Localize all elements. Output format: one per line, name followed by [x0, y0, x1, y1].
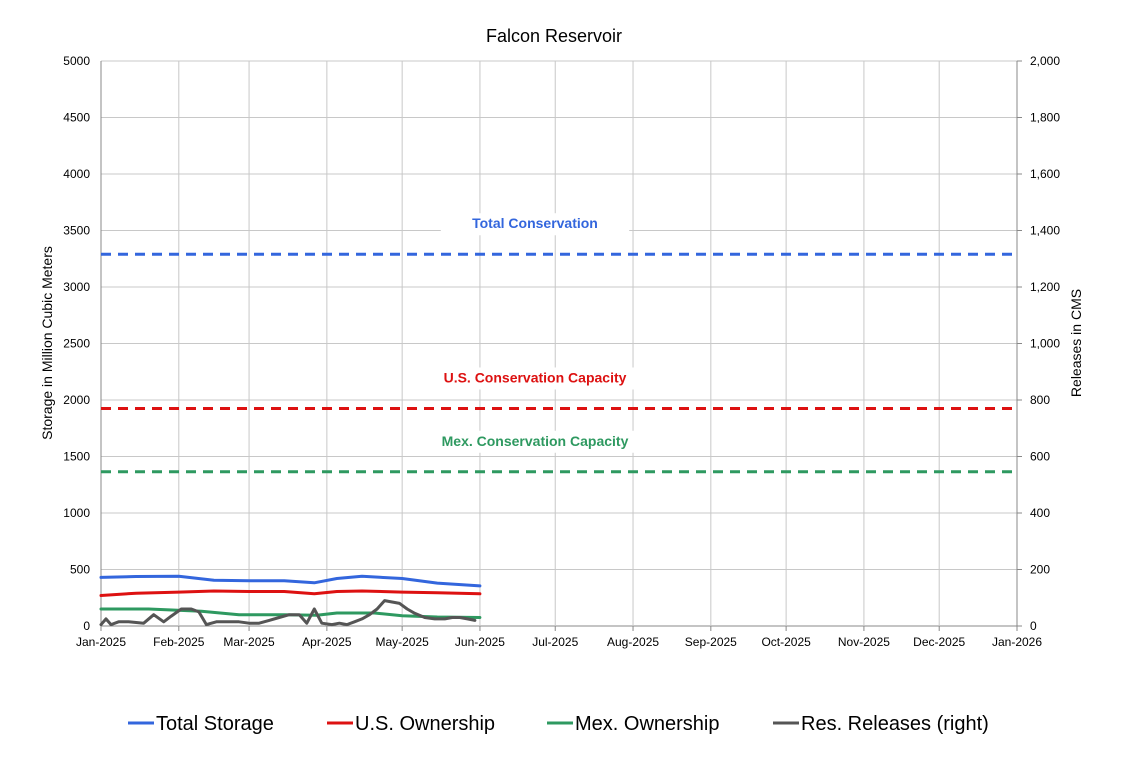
x-tick-label: Dec-2025: [913, 635, 965, 649]
x-tick-label: May-2025: [375, 635, 429, 649]
y-left-tick-label: 1000: [63, 506, 90, 520]
reference-label-bg: [440, 213, 630, 236]
legend-label: Total Storage: [156, 713, 274, 735]
y-left-tick-label: 500: [70, 563, 90, 577]
y-right-tick-label: 1,400: [1030, 224, 1060, 238]
x-tick-label: Jan-2026: [992, 635, 1042, 649]
chart-title: Falcon Reservoir: [486, 26, 622, 46]
reference-line-label: U.S. Conservation Capacity: [444, 369, 627, 385]
reference-line-label: Mex. Conservation Capacity: [442, 433, 629, 449]
x-tick-label: Jan-2025: [76, 635, 126, 649]
x-tick-label: Mar-2025: [223, 635, 275, 649]
y-right-tick-label: 600: [1030, 450, 1050, 464]
x-tick-label: Sep-2025: [685, 635, 737, 649]
series-line: [99, 599, 477, 627]
y-right-tick-label: 1,800: [1030, 111, 1060, 125]
series-line: [99, 574, 482, 588]
series-layer: [99, 574, 482, 627]
x-tick-label: Oct-2025: [761, 635, 811, 649]
y-left-tick-label: 2500: [63, 337, 90, 351]
y-left-tick-label: 3000: [63, 280, 90, 294]
y-right-tick-label: 1,600: [1030, 167, 1060, 181]
y-left-tick-label: 3500: [63, 224, 90, 238]
y-right-tick-label: 2,000: [1030, 54, 1060, 68]
x-tick-label: Jun-2025: [455, 635, 505, 649]
y-axis-right-title: Releases in CMS: [1068, 289, 1084, 397]
legend-label: U.S. Ownership: [355, 713, 495, 735]
x-tick-label: Aug-2025: [607, 635, 659, 649]
reference-line-label: Total Conservation: [472, 215, 598, 231]
legend: Total Storage U.S. Ownership Mex. Ownershi…: [128, 713, 989, 735]
grid: [100, 60, 1018, 627]
series-line: [99, 589, 482, 597]
y-axis-left-title: Storage in Million Cubic Meters: [39, 246, 55, 440]
legend-label: Res. Releases (right): [801, 713, 989, 735]
x-tick-label: Jul-2025: [532, 635, 578, 649]
reference-label-bg: [405, 430, 665, 453]
y-right-tick-label: 1,000: [1030, 337, 1060, 351]
x-axis-ticks: Jan-2025 Feb-2025 Mar-2025 Apr-2025 May-2025…: [76, 626, 1042, 649]
y-left-tick-label: 4500: [63, 111, 90, 125]
y-axis-left-ticks: 0 500 1000 1500 2000 2500 3000 3500 4000 4500 5000: [63, 54, 90, 633]
x-tick-label: Apr-2025: [302, 635, 352, 649]
y-left-tick-label: 4000: [63, 167, 90, 181]
y-right-tick-label: 800: [1030, 393, 1050, 407]
y-left-tick-label: 5000: [63, 54, 90, 68]
reference-lines: Total Conservation U.S. Conservation Capa…: [101, 213, 1017, 474]
y-right-tick-label: 1,200: [1030, 280, 1060, 294]
y-right-tick-label: 0: [1030, 619, 1037, 633]
y-left-tick-label: 0: [83, 619, 90, 633]
y-right-tick-label: 400: [1030, 506, 1050, 520]
y-right-tick-label: 200: [1030, 563, 1050, 577]
reference-label-bg: [405, 367, 665, 390]
y-left-tick-label: 2000: [63, 393, 90, 407]
y-left-tick-label: 1500: [63, 450, 90, 464]
x-tick-label: Nov-2025: [838, 635, 890, 649]
y-axis-right-ticks: 0 200 400 600 800 1,000 1,200 1,400 1,600 1,800 2,…: [1017, 54, 1060, 633]
legend-label: Mex. Ownership: [575, 713, 720, 735]
x-tick-label: Feb-2025: [153, 635, 205, 649]
